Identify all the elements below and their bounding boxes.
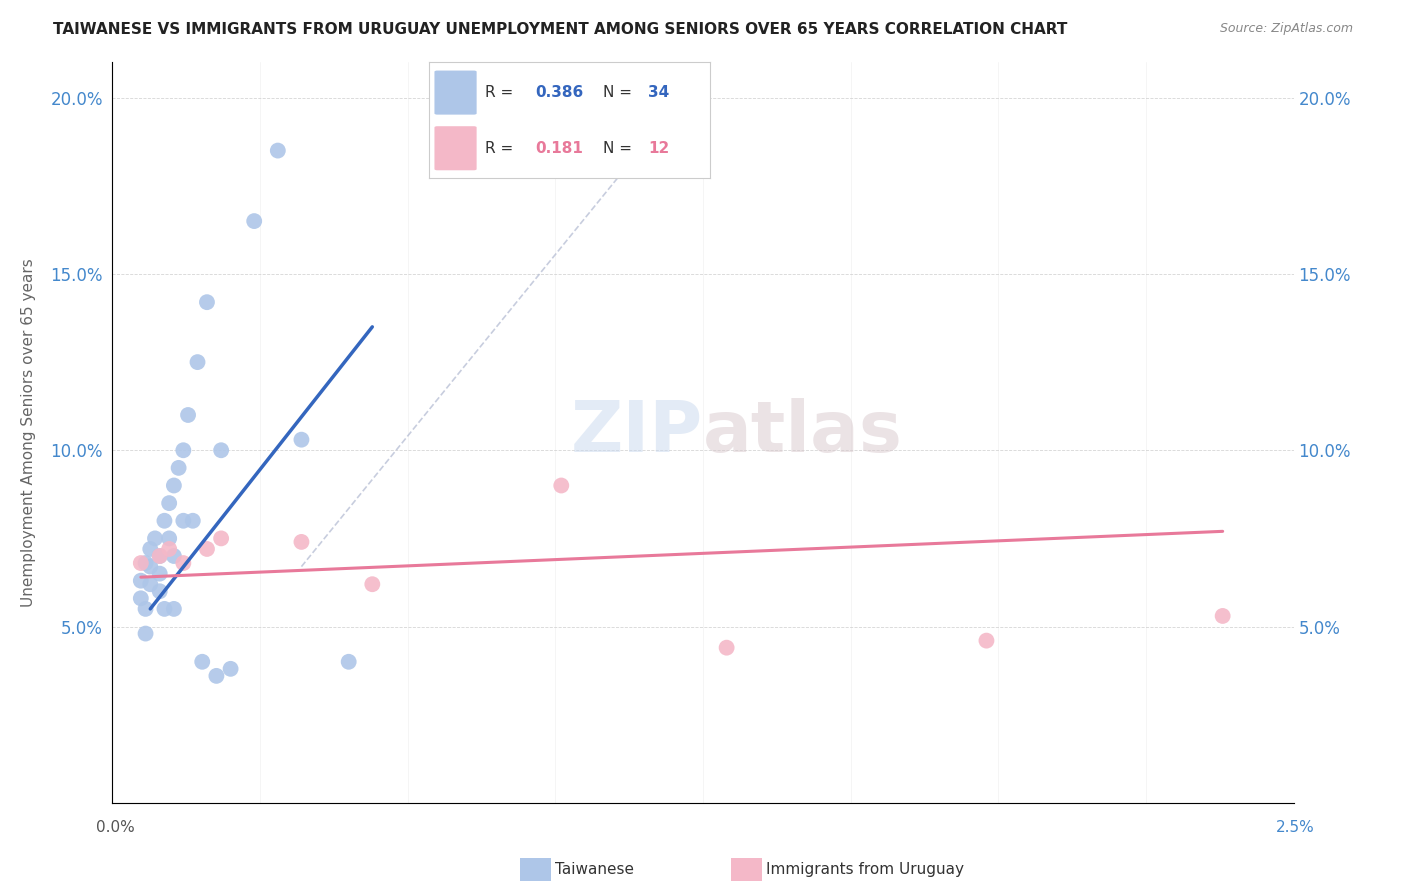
Y-axis label: Unemployment Among Seniors over 65 years: Unemployment Among Seniors over 65 years — [21, 259, 37, 607]
Text: Immigrants from Uruguay: Immigrants from Uruguay — [766, 863, 965, 877]
Point — [1212, 609, 1234, 624]
Point — [139, 559, 162, 574]
Point — [129, 574, 152, 588]
Point — [243, 214, 266, 228]
Point — [177, 408, 200, 422]
Text: 2.5%: 2.5% — [1275, 821, 1315, 835]
Point — [129, 556, 152, 570]
Point — [550, 478, 572, 492]
Point — [149, 549, 172, 563]
Point — [172, 514, 194, 528]
Point — [149, 549, 172, 563]
Text: R =: R = — [485, 141, 519, 156]
Point — [163, 549, 186, 563]
Point — [209, 443, 232, 458]
Text: 0.181: 0.181 — [536, 141, 583, 156]
Point — [149, 566, 172, 581]
Point — [129, 591, 152, 606]
Text: 34: 34 — [648, 85, 669, 100]
Point — [716, 640, 738, 655]
Point — [290, 433, 312, 447]
Text: Source: ZipAtlas.com: Source: ZipAtlas.com — [1219, 22, 1353, 36]
Text: TAIWANESE VS IMMIGRANTS FROM URUGUAY UNEMPLOYMENT AMONG SENIORS OVER 65 YEARS CO: TAIWANESE VS IMMIGRANTS FROM URUGUAY UNE… — [53, 22, 1067, 37]
Text: 0.386: 0.386 — [536, 85, 583, 100]
Point — [290, 535, 312, 549]
Text: 0.0%: 0.0% — [96, 821, 135, 835]
Point — [157, 496, 180, 510]
Text: 12: 12 — [648, 141, 669, 156]
Point — [181, 514, 204, 528]
Point — [337, 655, 360, 669]
Point — [135, 556, 157, 570]
Point — [163, 478, 186, 492]
Point — [135, 602, 157, 616]
Point — [267, 144, 290, 158]
Point — [195, 295, 218, 310]
Text: R =: R = — [485, 85, 519, 100]
Point — [172, 443, 194, 458]
Text: ZIP: ZIP — [571, 398, 703, 467]
FancyBboxPatch shape — [434, 70, 477, 114]
Point — [143, 532, 166, 546]
Point — [205, 669, 228, 683]
Point — [172, 556, 194, 570]
Point — [167, 461, 190, 475]
Text: N =: N = — [603, 85, 637, 100]
Point — [186, 355, 208, 369]
Point — [153, 602, 176, 616]
Point — [157, 532, 180, 546]
Text: Taiwanese: Taiwanese — [555, 863, 634, 877]
Point — [139, 541, 162, 556]
Point — [139, 577, 162, 591]
Point — [153, 514, 176, 528]
Point — [163, 602, 186, 616]
Point — [149, 584, 172, 599]
Point — [157, 541, 180, 556]
Point — [361, 577, 384, 591]
Point — [195, 541, 218, 556]
Point — [976, 633, 998, 648]
Point — [135, 626, 157, 640]
Point — [191, 655, 214, 669]
Text: N =: N = — [603, 141, 637, 156]
Text: atlas: atlas — [703, 398, 903, 467]
FancyBboxPatch shape — [434, 126, 477, 170]
Point — [209, 532, 232, 546]
Point — [219, 662, 242, 676]
